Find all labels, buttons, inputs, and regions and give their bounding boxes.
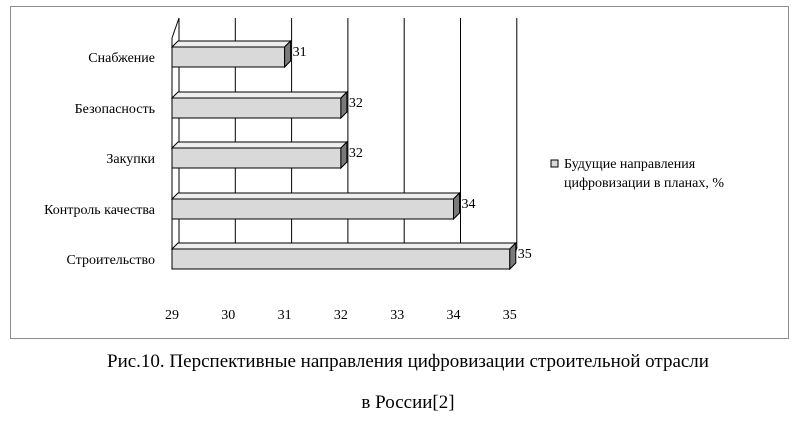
data-label: 34	[462, 197, 476, 212]
bar	[171, 147, 342, 169]
data-label: 32	[349, 146, 363, 161]
bar-chart: 29 30 31 32 33 34 35 Снабжение 31 Безопасность 32 З…	[44, 17, 724, 323]
bar	[171, 198, 454, 220]
bar	[171, 97, 342, 119]
data-label: 32	[349, 96, 363, 111]
x-tick-label: 33	[390, 308, 404, 323]
figure-caption-continued: в России[2]	[361, 392, 455, 413]
x-tick-label: 29	[165, 308, 179, 323]
bar-end	[340, 90, 348, 120]
data-label: 31	[293, 45, 307, 60]
legend-swatch	[550, 159, 559, 168]
bar-end	[284, 39, 292, 69]
legend-label: цифровизации в планах, %	[564, 176, 724, 191]
chart-frame	[10, 6, 789, 339]
bar	[171, 248, 511, 270]
x-tick-label: 31	[278, 308, 292, 323]
bar-top	[170, 242, 518, 250]
bar-end	[340, 140, 348, 170]
category-label: Снабжение	[88, 51, 155, 66]
category-label: Закупки	[106, 152, 155, 167]
x-tick-label: 34	[447, 308, 461, 323]
bar-end	[453, 191, 460, 221]
bar-end	[509, 241, 517, 271]
category-label: Строительство	[67, 253, 155, 268]
category-label: Безопасность	[75, 102, 155, 117]
x-tick-label: 35	[503, 308, 517, 323]
bar-top	[170, 141, 349, 149]
data-label: 35	[518, 247, 532, 262]
figure-caption: Рис.10. Перспективные направления цифров…	[107, 351, 709, 372]
legend-label: Будущие направления	[564, 157, 696, 172]
bar-top	[170, 91, 349, 99]
x-tick-label: 30	[221, 308, 235, 323]
bar	[171, 46, 286, 68]
x-tick-label: 32	[334, 308, 348, 323]
bar-top	[170, 40, 292, 48]
category-label: Контроль качества	[44, 203, 156, 218]
bar-top	[170, 192, 461, 200]
